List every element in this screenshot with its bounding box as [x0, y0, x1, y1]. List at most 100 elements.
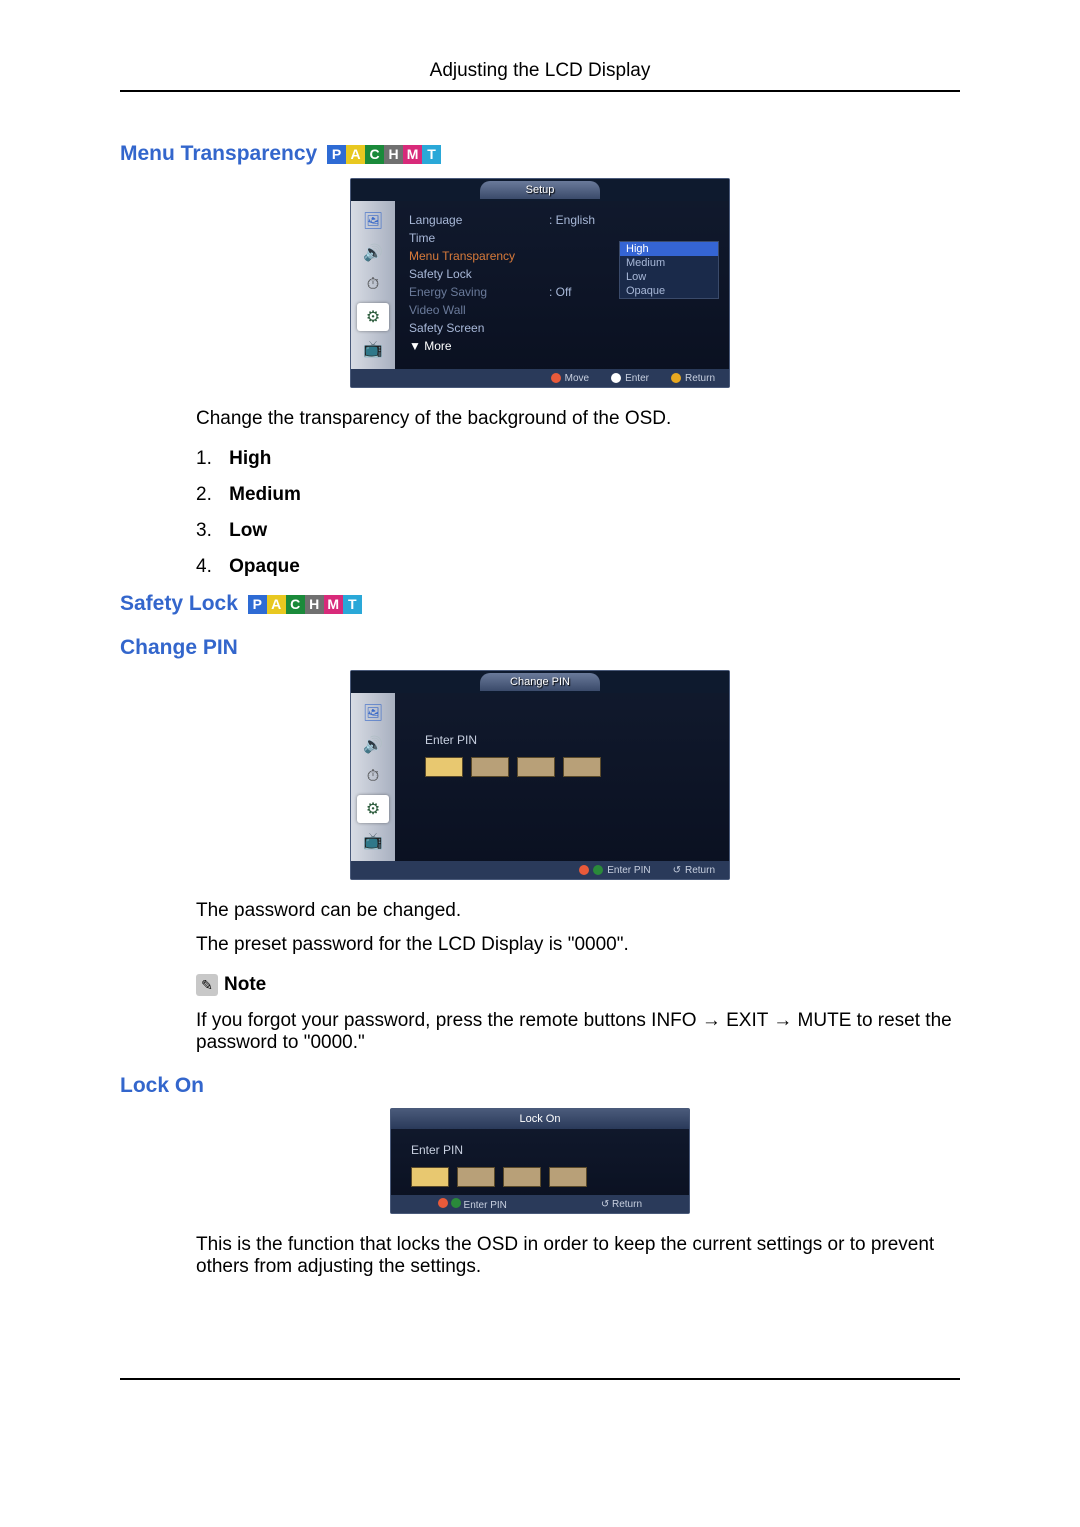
lock-on-desc: This is the function that locks the OSD …: [196, 1234, 960, 1278]
popup-item-medium[interactable]: Medium: [620, 256, 718, 270]
osd-change-pin-titlebar: Change PIN: [351, 671, 729, 693]
dot-icon: [551, 373, 561, 383]
osd-footer: Move Enter Return: [351, 369, 729, 387]
badge-m: M: [324, 595, 343, 614]
pin-box-1[interactable]: [425, 757, 463, 777]
lock-on-body: Enter PIN: [391, 1129, 689, 1195]
dot-icon: [611, 373, 621, 383]
return-icon: ↺: [601, 1199, 609, 1210]
badge-p: P: [327, 145, 346, 164]
change-pin-desc1: The password can be changed.: [196, 900, 960, 922]
pin-box-4[interactable]: [549, 1167, 587, 1187]
pin-box-3[interactable]: [517, 757, 555, 777]
popup-item-low[interactable]: Low: [620, 270, 718, 284]
badge-p: P: [248, 595, 267, 614]
pin-input-boxes[interactable]: [425, 757, 601, 777]
osd-transparency-popup: HighMediumLowOpaque: [619, 241, 719, 299]
footer-return-label-2: Return: [612, 1199, 642, 1210]
subsection-lock-on: Lock On: [120, 1074, 960, 1098]
safety-lock-title: Safety Lock: [120, 592, 238, 615]
sidebar-icon-0[interactable]: 🖼: [357, 699, 389, 727]
note-body: If you forgot your password, press the r…: [196, 1010, 960, 1054]
osd-row-value: : Off: [549, 285, 571, 299]
footer-enter-pin-2: Enter PIN: [438, 1198, 507, 1211]
osd-row-label: ▼ More: [409, 339, 549, 353]
section-menu-transparency: Menu Transparency PACHMT: [120, 142, 960, 166]
section-title-text: Menu Transparency: [120, 142, 317, 165]
badge-a: A: [267, 595, 286, 614]
section-safety-lock: Safety Lock PACHMT: [120, 592, 960, 616]
osd-lock-on-panel: Lock On Enter PIN Enter PIN ↺ Return: [390, 1108, 690, 1214]
osd-row-label: Language: [409, 213, 549, 227]
sidebar-icon-3[interactable]: ⚙: [357, 795, 389, 823]
dot-icon: [593, 865, 603, 875]
footer-item-return: Return: [671, 373, 715, 384]
sidebar-icon-1[interactable]: 🔊: [357, 731, 389, 759]
osd-change-pin-footer: Enter PIN ↺ Return: [351, 861, 729, 879]
osd-row-video-wall[interactable]: Video Wall: [409, 301, 715, 319]
lock-on-titlebar: Lock On: [391, 1109, 689, 1129]
sidebar-icon-2[interactable]: ⏱: [357, 763, 389, 791]
osd-tab-setup: Setup: [480, 181, 600, 199]
pin-box-2[interactable]: [471, 757, 509, 777]
badge-t: T: [343, 595, 362, 614]
enter-pin-label: Enter PIN: [425, 733, 601, 747]
note-label: Note: [224, 974, 266, 996]
popup-item-opaque[interactable]: Opaque: [620, 284, 718, 298]
note-icon: ✎: [196, 974, 218, 996]
transparency-options-list: High Medium Low Opaque: [196, 448, 960, 578]
osd-change-pin-panel: Change PIN 🖼 🔊 ⏱ ⚙ 📺 Enter PIN Enter PIN: [350, 670, 730, 880]
badge-row-1: PACHMT: [327, 145, 441, 164]
sidebar-icon-0[interactable]: 🖼: [357, 207, 389, 235]
lock-on-pin-boxes[interactable]: [411, 1167, 669, 1187]
pin-box-4[interactable]: [563, 757, 601, 777]
osd-content: Language: English Time Menu Transparency Sa…: [395, 201, 729, 369]
sidebar-icon-2[interactable]: ⏱: [357, 271, 389, 299]
osd-sidebar-2: 🖼 🔊 ⏱ ⚙ 📺: [351, 693, 395, 861]
pin-box-2[interactable]: [457, 1167, 495, 1187]
sidebar-icon-3[interactable]: ⚙: [357, 303, 389, 331]
section1-desc: Change the transparency of the backgroun…: [196, 408, 960, 430]
dot-icon: [671, 373, 681, 383]
sidebar-icon-1[interactable]: 🔊: [357, 239, 389, 267]
lock-on-footer: Enter PIN ↺ Return: [391, 1195, 689, 1213]
pin-box-1[interactable]: [411, 1167, 449, 1187]
popup-item-high[interactable]: High: [620, 242, 718, 256]
option-medium: Medium: [196, 484, 960, 506]
sidebar-icon-4[interactable]: 📺: [357, 827, 389, 855]
osd-row-label: Safety Lock: [409, 267, 549, 281]
badge-t: T: [422, 145, 441, 164]
page-header: Adjusting the LCD Display: [120, 60, 960, 92]
badge-m: M: [403, 145, 422, 164]
badge-h: H: [384, 145, 403, 164]
option-low: Low: [196, 520, 960, 542]
footer-return: ↺ Return: [673, 865, 715, 876]
bottom-rule: [120, 1378, 960, 1380]
osd-titlebar: Setup: [351, 179, 729, 201]
footer-return-2: ↺ Return: [601, 1199, 642, 1210]
dot-icon: [438, 1198, 448, 1208]
osd-row-label: Menu Transparency: [409, 249, 549, 263]
osd-change-pin-tab: Change PIN: [480, 673, 600, 691]
osd-row-safety-screen[interactable]: Safety Screen: [409, 319, 715, 337]
sidebar-icon-4[interactable]: 📺: [357, 335, 389, 363]
osd-row--more[interactable]: ▼ More: [409, 337, 715, 355]
footer-item-move: Move: [551, 373, 589, 384]
osd-row-language[interactable]: Language: English: [409, 211, 715, 229]
badge-row-2: PACHMT: [248, 595, 362, 614]
footer-enter-label-2: Enter PIN: [464, 1200, 507, 1211]
osd-row-label: Video Wall: [409, 303, 549, 317]
pin-box-3[interactable]: [503, 1167, 541, 1187]
osd-row-label: Time: [409, 231, 549, 245]
osd-row-label: Energy Saving: [409, 285, 549, 299]
footer-enter-label: Enter PIN: [607, 865, 650, 876]
option-opaque: Opaque: [196, 556, 960, 578]
option-high: High: [196, 448, 960, 470]
footer-return-label: Return: [685, 865, 715, 876]
osd-sidebar: 🖼 🔊 ⏱ ⚙ 📺: [351, 201, 395, 369]
dot-icon: [451, 1198, 461, 1208]
footer-enter-pin: Enter PIN: [579, 865, 650, 876]
lock-on-enter-pin: Enter PIN: [411, 1143, 669, 1157]
note-line: ✎ Note: [196, 974, 960, 996]
badge-h: H: [305, 595, 324, 614]
